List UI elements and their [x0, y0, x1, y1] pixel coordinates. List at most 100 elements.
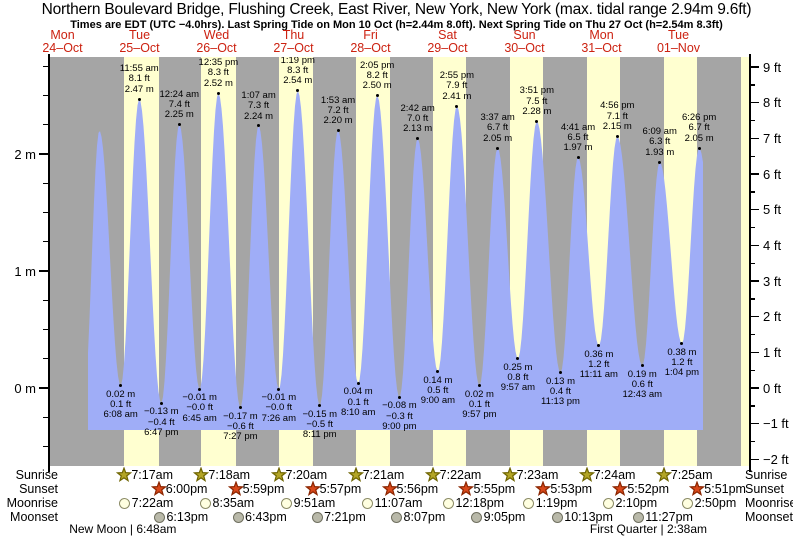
right-axis-label: −2 ft — [763, 451, 789, 467]
moonrise-time: 1:19pm — [535, 496, 578, 510]
row-caption-sunrise-left: Sunrise — [15, 468, 58, 482]
right-axis-label: 3 ft — [763, 273, 782, 289]
row-caption-moonrise-left: Moonrise — [6, 496, 58, 510]
day-label-date: 28–Oct — [350, 41, 391, 55]
tide-point-dot — [159, 401, 163, 405]
right-axis-tick — [750, 155, 755, 157]
moonset-time: 8:07pm — [403, 510, 446, 524]
tide-point-dot — [597, 344, 601, 348]
tide-point-dot — [680, 342, 684, 346]
right-axis-label: −1 ft — [763, 416, 789, 432]
sunset-star-icon — [612, 480, 629, 497]
moonset-time: 6:43pm — [245, 510, 287, 524]
tide-point-dot — [216, 91, 220, 95]
left-axis-label: 0 m — [14, 380, 36, 396]
moonrise-icon — [281, 497, 293, 509]
right-axis-line — [749, 54, 751, 472]
tide-point-dot — [496, 146, 500, 150]
tide-point-dot — [558, 371, 562, 375]
high-tide-label: 12:35 pm 8.3 ft 2.52 m — [198, 57, 239, 89]
right-axis-tick — [750, 262, 755, 264]
tide-point-dot — [356, 381, 360, 385]
day-label-name: Thu — [282, 28, 305, 42]
moonrise-icon — [523, 497, 535, 509]
high-tide-label: 1:19 pm 8.3 ft 2.54 m — [280, 57, 315, 87]
right-axis-tick — [750, 405, 755, 407]
right-axis-tick — [750, 209, 759, 211]
moonset-icon — [551, 511, 563, 523]
right-axis-tick — [750, 351, 759, 354]
tide-point-dot — [375, 94, 379, 97]
tide-point-dot — [516, 357, 520, 361]
high-tide-label: 3:37 am 6.7 ft 2.05 m — [480, 112, 515, 144]
left-axis-tick — [39, 153, 49, 155]
moonset-icon — [232, 511, 244, 523]
high-tide-label: 12:24 am 7.4 ft 2.25 m — [159, 88, 200, 121]
right-axis-tick — [750, 440, 755, 443]
day-label-date: 27–Oct — [273, 41, 314, 55]
moonrise-icon — [200, 497, 212, 509]
right-axis-label: 7 ft — [763, 130, 782, 146]
low-tide-label: 0.02 m 0.1 ft 6:08 am — [103, 388, 138, 421]
day-label-date: 30–Oct — [504, 41, 545, 55]
moonset-icon — [391, 511, 403, 523]
tide-point-dot — [697, 146, 701, 150]
right-axis-tick — [750, 66, 759, 68]
high-tide-label: 11:55 am 8.1 ft 2.47 m — [119, 63, 159, 95]
tide-point-dot — [238, 406, 242, 410]
sunset-star-icon — [227, 480, 244, 497]
left-axis-tick — [43, 358, 49, 360]
tide-point-dot — [296, 89, 300, 93]
right-axis-label: 8 ft — [763, 95, 782, 111]
sunset-star-icon — [689, 480, 706, 497]
tide-point-dot — [397, 395, 401, 399]
sunrise-time: 7:24am — [593, 468, 636, 482]
day-label-date: 01–Nov — [656, 41, 701, 55]
left-axis-tick — [43, 445, 49, 448]
left-axis-tick — [43, 241, 49, 243]
right-axis-tick — [750, 191, 755, 193]
right-axis-tick — [750, 316, 759, 318]
sunset-time: 6:00pm — [165, 482, 208, 496]
moonset-time: 9:05pm — [483, 510, 526, 524]
moonrise-time: 8:35am — [212, 496, 255, 510]
right-axis-label: 1 ft — [763, 344, 782, 360]
sunrise-time: 7:17am — [131, 468, 174, 482]
high-tide-label: 3:51 pm 7.5 ft 2.28 m — [519, 85, 555, 117]
tide-point-dot — [119, 384, 123, 388]
left-axis-tick — [43, 211, 49, 214]
day-label-name: Sun — [513, 28, 536, 42]
high-tide-label: 2:05 pm 8.2 ft 2.50 m — [360, 59, 395, 92]
moonrise-time: 2:50pm — [694, 496, 737, 510]
left-axis-tick — [43, 65, 49, 67]
day-label-name: Tue — [128, 28, 151, 42]
sunrise-star-icon — [193, 466, 210, 483]
high-tide-label: 1:53 am 7.2 ft 2.20 m — [320, 94, 356, 127]
right-axis-tick — [750, 244, 759, 247]
left-axis-tick — [43, 94, 49, 97]
right-axis-tick — [750, 298, 755, 300]
moonset-time: 10:13pm — [564, 510, 613, 524]
subtitle: Times are EDT (UTC −4.0hrs). Last Spring… — [70, 19, 723, 31]
right-axis-tick — [750, 102, 759, 104]
tide-point-dot — [198, 387, 202, 391]
right-axis-label: 6 ft — [763, 166, 782, 182]
moonrise-time: 12:18pm — [455, 496, 505, 510]
high-tide-label: 6:09 am 6.3 ft 1.93 m — [642, 126, 677, 158]
moonrise-time: 9:51am — [293, 496, 336, 510]
moon-phase-label: New Moon | 6:48am — [69, 522, 177, 536]
day-label-date: 24–Oct — [42, 41, 83, 55]
sunrise-time: 7:22am — [439, 468, 482, 482]
low-tide-label: 0.36 m 1.2 ft 11:11 am — [579, 348, 618, 381]
moonrise-time: 7:22am — [131, 496, 174, 510]
high-tide-label: 4:56 pm 7.1 ft 2.15 m — [600, 100, 635, 133]
row-caption-moonset-right: Moonset — [745, 510, 793, 524]
moonset-icon — [471, 511, 483, 523]
sunrise-star-icon — [655, 466, 672, 483]
high-tide-label: 6:26 pm 6.7 ft 2.05 m — [681, 112, 717, 144]
sunrise-star-icon — [347, 466, 364, 483]
sunset-time: 5:51pm — [704, 482, 746, 496]
right-axis-label: 5 ft — [763, 202, 782, 218]
moon-phase-label: First Quarter | 2:38am — [589, 522, 708, 536]
day-label-date: 31–Oct — [581, 41, 622, 55]
